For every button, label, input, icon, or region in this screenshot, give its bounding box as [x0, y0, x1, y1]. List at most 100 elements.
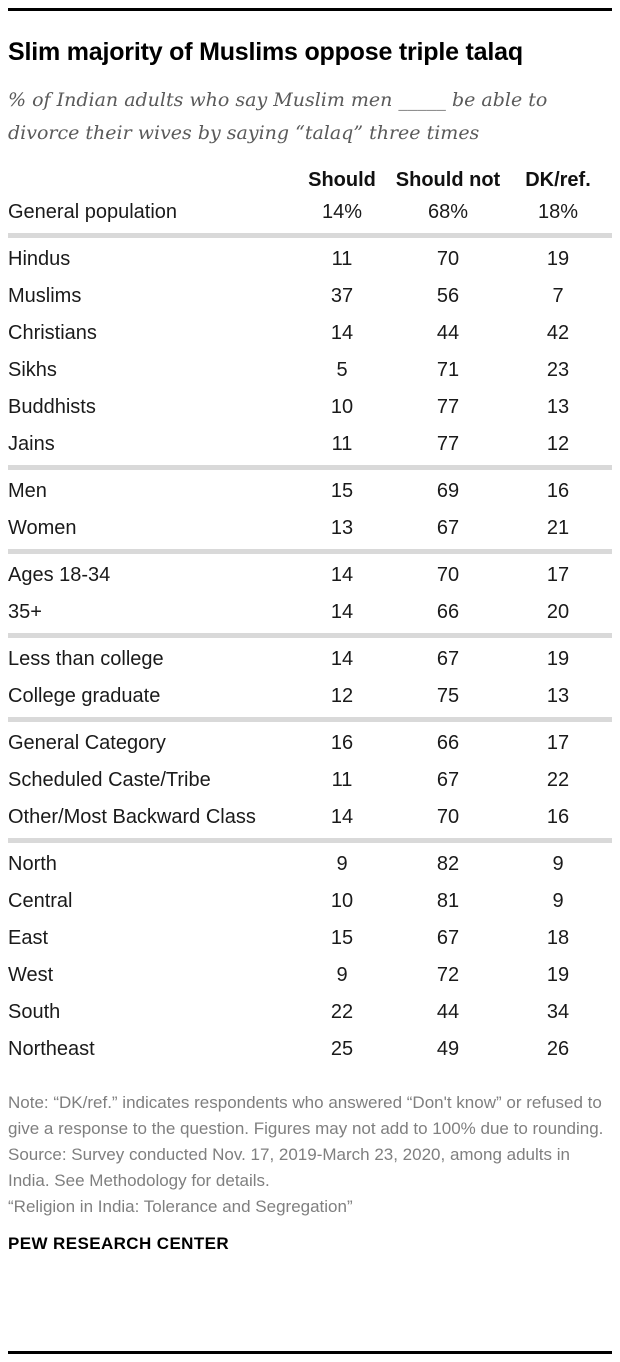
value-cell: 15: [330, 480, 354, 502]
row-label: 35+: [8, 601, 42, 623]
row-label: General population: [8, 201, 178, 223]
row-label: Less than college: [8, 648, 164, 670]
value-cell: 10: [330, 890, 354, 912]
value-cell: 21: [546, 517, 570, 539]
table-body: General population 14% 68% 18% Hindus 11 70 19 M…: [8, 194, 612, 1068]
section-divider: [8, 465, 612, 470]
value-cell: 69: [436, 480, 460, 502]
value-cell: 19: [546, 964, 570, 986]
value-cell: 9: [336, 853, 348, 875]
table-row: South 22 44 34: [8, 994, 612, 1031]
row-label: Ages 18-34: [8, 564, 111, 586]
row-label: General Category: [8, 732, 166, 754]
table-row: Jains 11 77 12: [8, 426, 612, 463]
table-row: General Category 16 66 17: [8, 725, 612, 762]
bottom-divider: [8, 1351, 612, 1354]
table-header-row: Should Should not DK/ref.: [8, 166, 612, 194]
row-label: Northeast: [8, 1038, 95, 1060]
table-row: General population 14% 68% 18%: [8, 194, 612, 231]
value-cell: 16: [546, 480, 570, 502]
value-cell: 16: [330, 732, 354, 754]
section-divider: [8, 717, 612, 722]
value-cell: 70: [436, 806, 460, 828]
section-divider: [8, 633, 612, 638]
table-row: Ages 18-34 14 70 17: [8, 557, 612, 594]
table-row: Northeast 25 49 26: [8, 1031, 612, 1068]
page-title: Slim majority of Muslims oppose triple t…: [8, 38, 523, 66]
column-header-dk-ref: DK/ref.: [525, 168, 591, 191]
value-cell: 14: [330, 601, 354, 623]
value-cell: 22: [330, 1001, 354, 1023]
table-row: Women 13 67 21: [8, 510, 612, 547]
value-cell: 82: [436, 853, 460, 875]
row-label: Men: [8, 480, 47, 502]
row-label: Christians: [8, 322, 97, 344]
value-cell: 17: [546, 564, 570, 586]
value-cell: 67: [436, 517, 460, 539]
table-row: Men 15 69 16: [8, 473, 612, 510]
table-row: Scheduled Caste/Tribe 11 67 22: [8, 762, 612, 799]
section-divider: [8, 233, 612, 238]
value-cell: 67: [436, 769, 460, 791]
row-label: West: [8, 964, 54, 986]
table-row: College graduate 12 75 13: [8, 678, 612, 715]
section-divider: [8, 838, 612, 843]
value-cell: 49: [436, 1038, 460, 1060]
value-cell: 7: [552, 285, 564, 307]
value-cell: 14: [330, 564, 354, 586]
chart-subtitle: % of Indian adults who say Muslim men __…: [8, 89, 548, 144]
column-header-should-not: Should not: [395, 168, 501, 191]
chart-card: Slim majority of Muslims oppose triple t…: [0, 8, 620, 1362]
value-cell: 14: [330, 322, 354, 344]
value-cell: 44: [436, 322, 460, 344]
row-label: Muslims: [8, 285, 82, 307]
value-cell: 9: [336, 964, 348, 986]
value-cell: 14: [330, 806, 354, 828]
value-cell: 17: [546, 732, 570, 754]
value-cell: 14: [330, 648, 354, 670]
value-cell: 9: [552, 853, 564, 875]
top-divider: [8, 8, 612, 11]
column-header-should: Should: [308, 168, 376, 191]
row-label: Jains: [8, 433, 55, 455]
value-cell: 25: [330, 1038, 354, 1060]
table-row: Muslims 37 56 7: [8, 278, 612, 315]
value-cell: 68%: [427, 201, 469, 223]
row-label: Scheduled Caste/Tribe: [8, 769, 211, 791]
row-label: Women: [8, 517, 77, 539]
table-row: 35+ 14 66 20: [8, 594, 612, 631]
value-cell: 66: [436, 601, 460, 623]
data-table: Should Should not DK/ref. General popula…: [8, 166, 612, 1068]
brand-label: PEW RESEARCH CENTER: [8, 1234, 230, 1253]
value-cell: 12: [330, 685, 354, 707]
row-label: North: [8, 853, 57, 875]
value-cell: 67: [436, 648, 460, 670]
table-row: Sikhs 5 71 23: [8, 352, 612, 389]
table-row: East 15 67 18: [8, 920, 612, 957]
table-row: Christians 14 44 42: [8, 315, 612, 352]
source-text: Source: Survey conducted Nov. 17, 2019-M…: [8, 1145, 570, 1190]
value-cell: 13: [330, 517, 354, 539]
value-cell: 11: [331, 248, 353, 270]
value-cell: 11: [331, 433, 353, 455]
value-cell: 23: [546, 359, 570, 381]
value-cell: 56: [436, 285, 460, 307]
value-cell: 26: [546, 1038, 570, 1060]
value-cell: 11: [331, 769, 353, 791]
value-cell: 13: [546, 685, 570, 707]
table-row: West 9 72 19: [8, 957, 612, 994]
row-label: College graduate: [8, 685, 161, 707]
value-cell: 16: [546, 806, 570, 828]
value-cell: 34: [546, 1001, 570, 1023]
value-cell: 67: [436, 927, 460, 949]
value-cell: 72: [436, 964, 460, 986]
row-label: Central: [8, 890, 73, 912]
table-row: Central 10 81 9: [8, 883, 612, 920]
row-label: Sikhs: [8, 359, 57, 381]
value-cell: 18%: [537, 201, 579, 223]
value-cell: 12: [546, 433, 570, 455]
note-text: Note: “DK/ref.” indicates respondents wh…: [8, 1093, 604, 1138]
value-cell: 10: [330, 396, 354, 418]
table-row: Less than college 14 67 19: [8, 641, 612, 678]
row-label: South: [8, 1001, 61, 1023]
